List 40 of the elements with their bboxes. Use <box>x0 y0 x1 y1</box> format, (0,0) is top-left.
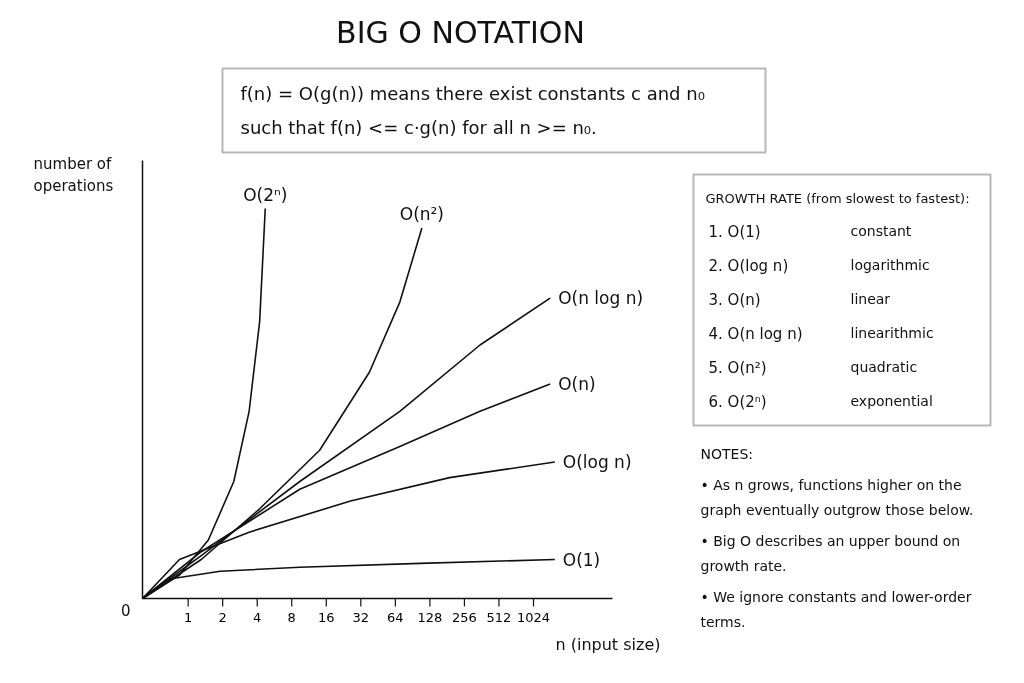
chart-title: BIG O NOTATION <box>336 14 585 50</box>
text: NOTES: <box>700 445 753 462</box>
x-tick-label: 1024 <box>516 609 551 625</box>
text: • Big O describes an upper bound on growth rate. <box>700 532 961 574</box>
series-label: O(2ⁿ) <box>243 184 288 205</box>
x-tick-label: 8 <box>287 609 296 625</box>
x-tick-label: 256 <box>452 609 477 625</box>
text: quadratic <box>850 358 918 375</box>
series-label: O(n log n) <box>558 288 644 309</box>
series-label: O(n) <box>558 374 596 394</box>
series-label: O(n²) <box>399 204 445 224</box>
x-tick-label: 32 <box>352 609 370 625</box>
text: f(n) = O(g(n)) means there exist constants c and n₀ <box>240 82 705 104</box>
x-tick-label: 512 <box>486 609 512 625</box>
text: 5. O(n²) <box>708 358 767 377</box>
text: 3. O(n) <box>708 290 761 309</box>
text: • As n grows, functions higher on the graph eventually outgrow those below. <box>700 476 974 518</box>
series-label: O(log n) <box>562 452 632 472</box>
text: 0 <box>120 601 131 620</box>
x-tick-label: 64 <box>387 609 404 625</box>
x-tick-label: 1 <box>184 609 193 625</box>
x-tick-label: 2 <box>218 609 227 625</box>
x-tick-label: 16 <box>318 609 335 625</box>
text: GROWTH RATE (from slowest to fastest): <box>705 190 970 206</box>
text: linearithmic <box>850 324 934 341</box>
series-label: O(1) <box>562 549 601 570</box>
text: logarithmic <box>850 256 930 273</box>
x-axis-title: n (input size) <box>555 634 661 654</box>
text: 6. O(2ⁿ) <box>708 392 767 411</box>
text: exponential <box>850 392 933 409</box>
text: 4. O(n log n) <box>708 324 803 343</box>
x-tick-label: 128 <box>417 609 443 625</box>
text: constant <box>850 222 912 239</box>
text: linear <box>850 290 891 307</box>
text: 1. O(1) <box>708 222 761 241</box>
y-axis-title: number of operations <box>33 154 114 195</box>
x-tick-label: 4 <box>253 609 262 625</box>
text: 2. O(log n) <box>708 256 789 275</box>
text: • We ignore constants and lower-order terms. <box>700 588 972 630</box>
text: such that f(n) <= c·g(n) for all n >= n₀. <box>240 116 597 138</box>
